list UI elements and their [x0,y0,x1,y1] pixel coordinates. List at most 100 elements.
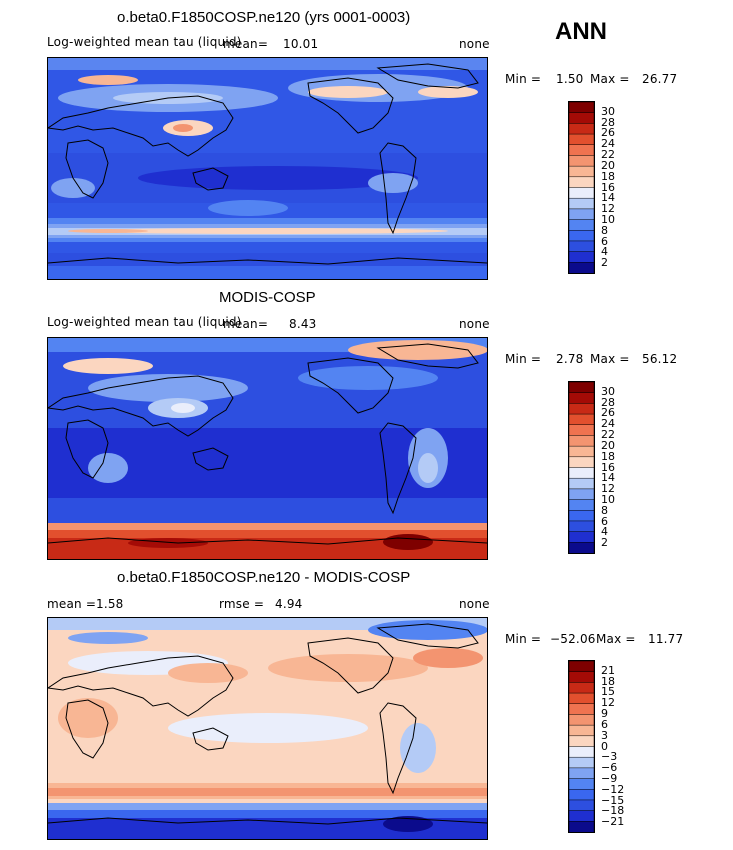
colorbar-swatch [569,144,594,157]
colorbar-swatch [569,724,594,737]
colorbar-swatch [569,133,594,146]
colorbar-swatch [569,197,594,210]
colorbar-swatch [569,488,594,501]
colorbar-tick-label: 26 [601,126,615,140]
panel3-rmse-label: rmse = [219,597,265,611]
colorbar-tick-label: 24 [601,417,615,431]
colorbar-tick-label: 10 [601,492,615,506]
colorbar-swatch [569,821,594,832]
panel3-rmse-value: 4.94 [275,597,303,611]
panel2-min-value: 2.78 [556,352,584,366]
colorbar-swatch [569,208,594,221]
colorbar-tick-label: −21 [601,815,625,829]
colorbar-tick-label: 20 [601,438,615,452]
colorbar-tick-label: 6 [601,514,608,528]
panel3-mean-label: mean = [47,597,97,611]
colorbar-swatch [569,413,594,426]
colorbar-tick-label: 10 [601,212,615,226]
panel1-mean-value: 10.01 [283,37,319,51]
panel1-map [47,57,488,280]
colorbar-tick-label: −3 [601,750,618,764]
panel1-max-label: Max = [590,72,630,86]
colorbar-tick-label: 22 [601,428,615,442]
colorbar-swatch [569,424,594,437]
colorbar-swatch [569,520,594,533]
colorbar-tick-label: −15 [601,793,625,807]
panel3-colorbar-swatches [569,661,594,832]
colorbar-swatch [569,682,594,694]
colorbar-tick-label: 3 [601,728,608,742]
panel3-max-label: Max = [596,632,636,646]
colorbar-swatch [569,767,594,780]
colorbar-swatch [569,456,594,469]
colorbar-swatch [569,382,594,394]
panel1-colorbar-swatches [569,102,594,273]
panel3-max-value: 11.77 [648,632,684,646]
colorbar-swatch [569,510,594,522]
colorbar-tick-label: −18 [601,804,625,818]
colorbar-swatch [569,467,594,479]
colorbar-tick-label: 18 [601,674,615,688]
colorbar-swatch [569,403,594,415]
panel3-mean-value: 1.58 [96,597,124,611]
panel3-map [47,617,488,840]
panel2-title: MODIS-COSP [219,289,316,306]
colorbar-swatch [569,102,594,114]
colorbar-swatch [569,799,594,812]
colorbar-swatch [569,435,594,447]
panel3-min-label: Min = [505,632,542,646]
panel1-colorbar [568,101,595,274]
panel2-max-value: 56.12 [642,352,678,366]
panel2-map-field [48,338,487,559]
colorbar-tick-label: 22 [601,148,615,162]
panel2-colorbar-swatches [569,382,594,553]
season-label: ANN [555,18,607,45]
panel2-mean-label: mean= [223,317,269,331]
colorbar-swatch [569,810,594,823]
colorbar-tick-label: 20 [601,158,615,172]
colorbar-tick-label: −9 [601,771,618,785]
colorbar-tick-label: 16 [601,180,615,194]
colorbar-swatch [569,477,594,490]
colorbar-swatch [569,746,594,758]
colorbar-tick-label: 26 [601,406,615,420]
panel1-min-label: Min = [505,72,542,86]
colorbar-tick-label: 21 [601,663,615,677]
panel2-min-label: Min = [505,352,542,366]
colorbar-tick-label: 8 [601,503,608,517]
colorbar-swatch [569,187,594,199]
colorbar-tick-label: 6 [601,717,608,731]
panel2-map [47,337,488,560]
colorbar-tick-label: 0 [601,739,608,753]
colorbar-tick-label: 15 [601,685,615,699]
colorbar-tick-label: 16 [601,460,615,474]
panel1-map-field [48,58,487,279]
colorbar-tick-label: 18 [601,449,615,463]
colorbar-swatch [569,230,594,242]
colorbar-swatch [569,445,594,458]
panel1-units: none [459,37,490,51]
colorbar-tick-label: 28 [601,395,615,409]
colorbar-tick-label: 9 [601,707,608,721]
colorbar-tick-label: 30 [601,384,615,398]
colorbar-swatch [569,123,594,135]
colorbar-swatch [569,392,594,405]
colorbar-swatch [569,756,594,769]
colorbar-tick-label: −6 [601,761,618,775]
colorbar-swatch [569,735,594,748]
colorbar-tick-label: 14 [601,191,615,205]
colorbar-swatch [569,671,594,684]
colorbar-swatch [569,176,594,189]
colorbar-tick-label: 4 [601,245,608,259]
colorbar-swatch [569,219,594,231]
panel3-units: none [459,597,490,611]
colorbar-tick-label: 2 [601,256,608,270]
colorbar-swatch [569,251,594,264]
colorbar-swatch [569,692,594,705]
colorbar-swatch [569,531,594,544]
colorbar-swatch [569,240,594,253]
panel2-variable: Log-weighted mean tau (liquid) [47,315,242,329]
panel2-colorbar [568,381,595,554]
colorbar-swatch [569,155,594,167]
panel1-title: o.beta0.F1850COSP.ne120 (yrs 0001-0003) [117,9,411,26]
